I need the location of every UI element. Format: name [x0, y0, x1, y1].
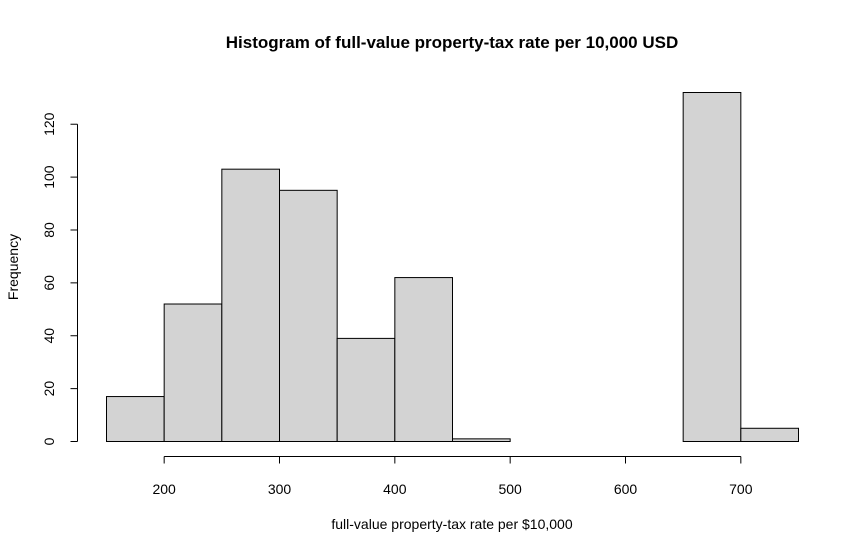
- x-tick-label-600: 600: [614, 481, 638, 497]
- y-tick-label-20: 20: [41, 381, 57, 397]
- histogram-bar-4: [336, 337, 396, 442]
- y-tick-label-120: 120: [41, 112, 57, 136]
- y-axis-title: Frequency: [5, 234, 21, 300]
- y-axis: 0 20 40 60 80 100 120: [41, 112, 78, 445]
- y-tick-label-80: 80: [41, 222, 57, 238]
- x-tick-label-500: 500: [498, 481, 522, 497]
- y-tick-label-100: 100: [41, 165, 57, 189]
- histogram-bar-5: [394, 277, 454, 442]
- chart-title: Histogram of full-value property-tax rat…: [226, 33, 679, 52]
- x-tick-label-400: 400: [383, 481, 407, 497]
- y-tick-label-0: 0: [41, 437, 57, 445]
- x-axis-title: full-value property-tax rate per $10,000: [331, 516, 572, 532]
- histogram-bar-6: [452, 438, 511, 442]
- histogram-bar-2: [221, 168, 280, 442]
- x-tick-label-300: 300: [268, 481, 292, 497]
- histogram-bar-3: [279, 189, 338, 442]
- histogram-bar-1: [163, 303, 223, 442]
- x-tick-label-200: 200: [152, 481, 176, 497]
- y-tick-label-60: 60: [41, 275, 57, 291]
- histogram-bar-0: [106, 396, 165, 443]
- bars: [106, 92, 799, 443]
- x-axis: 200 300 400 500 600 700: [152, 456, 753, 497]
- histogram-bar-11: [740, 427, 799, 443]
- x-tick-label-700: 700: [729, 481, 753, 497]
- histogram-bar-10: [682, 92, 742, 442]
- y-tick-label-40: 40: [41, 328, 57, 344]
